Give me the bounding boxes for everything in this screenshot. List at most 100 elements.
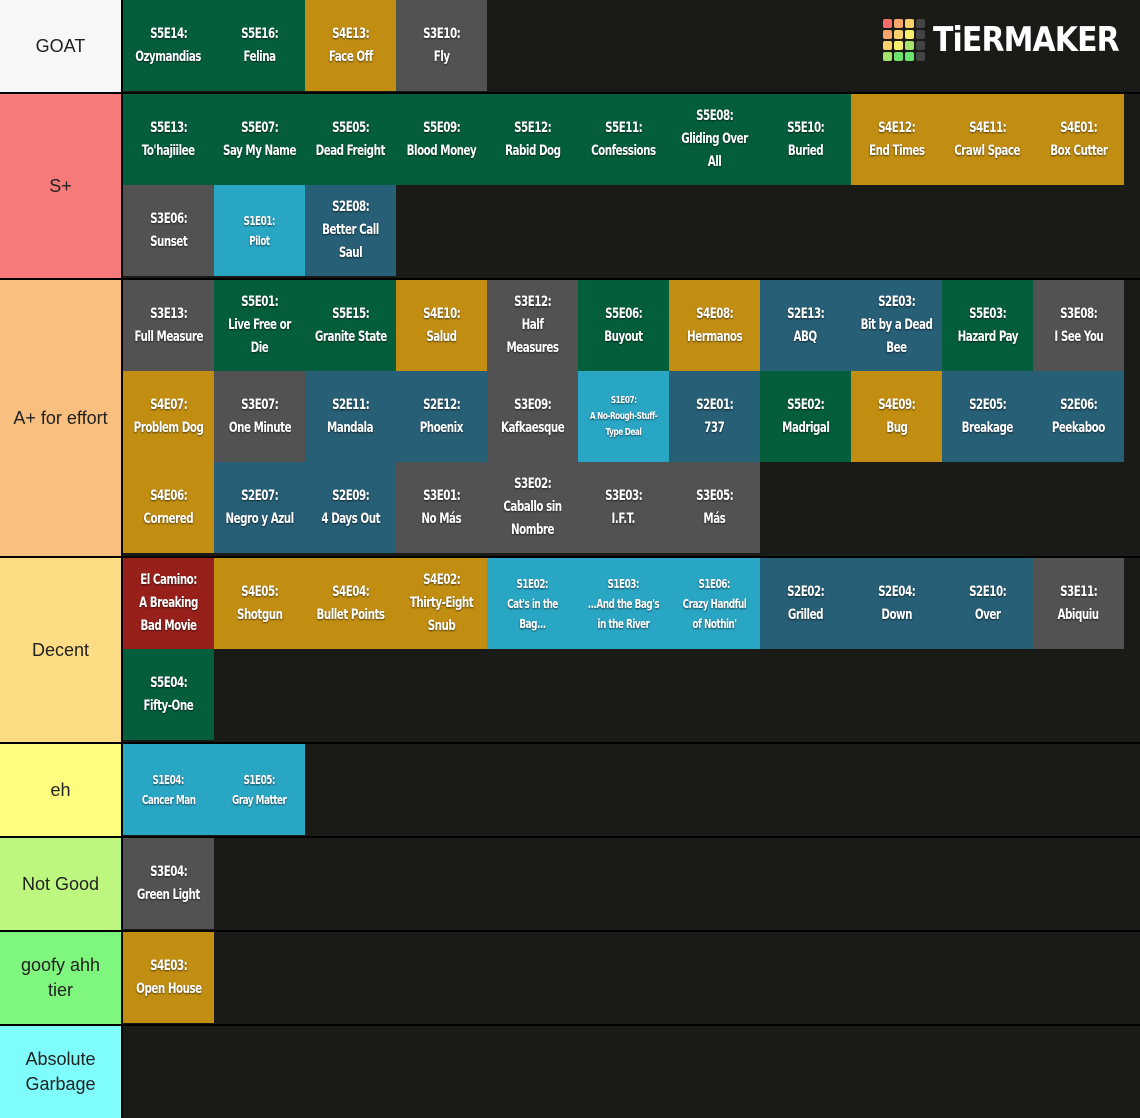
episode-tile[interactable]: S4E07: Problem Dog bbox=[123, 371, 214, 462]
episode-code: S5E12: bbox=[513, 119, 552, 136]
episode-tile[interactable]: S1E02: Cat's in the Bag... bbox=[487, 558, 578, 649]
episode-tile[interactable]: S4E09: Bug bbox=[851, 371, 942, 462]
episode-tile[interactable]: S2E12: Phoenix bbox=[396, 371, 487, 462]
episode-tile[interactable]: S2E11: Mandala bbox=[305, 371, 396, 462]
episode-tile[interactable]: S5E13: To'hajiilee bbox=[123, 94, 214, 185]
tier-items-dropzone[interactable]: S5E14: Ozymandias S5E16: Felina S4E13: Face O… bbox=[123, 0, 1140, 92]
episode-tile[interactable]: S2E05: Breakage bbox=[942, 371, 1033, 462]
episode-tile[interactable]: El Camino: A Breaking Bad Movie bbox=[123, 558, 214, 649]
episode-tile[interactable]: S1E07: A No-Rough-Stuff-Type Deal bbox=[578, 371, 669, 462]
episode-tile[interactable]: S5E15: Granite State bbox=[305, 280, 396, 371]
episode-tile[interactable]: S4E11: Crawl Space bbox=[942, 94, 1033, 185]
episode-tile[interactable]: S3E04: Green Light bbox=[123, 838, 214, 929]
tier-items-dropzone[interactable]: El Camino: A Breaking Bad Movie S4E05: Shot… bbox=[123, 558, 1140, 742]
episode-tile[interactable]: S2E13: ABQ bbox=[760, 280, 851, 371]
episode-tile[interactable]: S1E04: Cancer Man bbox=[123, 744, 214, 835]
episode-tile[interactable]: S4E01: Box Cutter bbox=[1033, 94, 1124, 185]
episode-tile[interactable]: S2E06: Peekaboo bbox=[1033, 371, 1124, 462]
tier-label[interactable]: Not Good bbox=[0, 838, 123, 930]
episode-tile[interactable]: S2E08: Better Call Saul bbox=[305, 185, 396, 276]
episode-tile[interactable]: S5E02: Madrigal bbox=[760, 371, 851, 462]
episode-tile[interactable]: S5E10: Buried bbox=[760, 94, 851, 185]
episode-tile[interactable]: S4E04: Bullet Points bbox=[305, 558, 396, 649]
tier-label[interactable]: eh bbox=[0, 744, 123, 836]
tier-label[interactable]: GOAT bbox=[0, 0, 123, 92]
episode-tile[interactable]: S4E13: Face Off bbox=[305, 0, 396, 91]
episode-tile[interactable]: S5E03: Hazard Pay bbox=[942, 280, 1033, 371]
episode-tile[interactable]: S3E02: Caballo sin Nombre bbox=[487, 462, 578, 553]
episode-tile[interactable]: S3E06: Sunset bbox=[123, 185, 214, 276]
episode-tile[interactable]: S4E02: Thirty-Eight Snub bbox=[396, 558, 487, 649]
episode-tile[interactable]: S3E05: Más bbox=[669, 462, 760, 553]
tier-label[interactable]: A+ for effort bbox=[0, 280, 123, 556]
episode-tile[interactable]: S4E08: Hermanos bbox=[669, 280, 760, 371]
episode-tile[interactable]: S5E06: Buyout bbox=[578, 280, 669, 371]
episode-code: S2E08: bbox=[331, 199, 370, 215]
episode-tile[interactable]: S3E11: Abiquiu bbox=[1033, 558, 1124, 649]
episode-tile[interactable]: S2E10: Over bbox=[942, 558, 1033, 649]
episode-tile[interactable]: S5E14: Ozymandias bbox=[123, 0, 214, 91]
episode-tile[interactable]: S2E02: Grilled bbox=[760, 558, 851, 649]
episode-title: Pilot bbox=[249, 233, 270, 248]
episode-tile[interactable]: S2E04: Down bbox=[851, 558, 942, 649]
tier-items-dropzone[interactable] bbox=[123, 1026, 1140, 1118]
episode-tile[interactable]: S5E01: Live Free or Die bbox=[214, 280, 305, 371]
episode-title: Confessions bbox=[591, 142, 656, 159]
episode-tile[interactable]: S3E13: Full Measure bbox=[123, 280, 214, 371]
episode-title: I See You bbox=[1054, 328, 1103, 345]
tier-items-dropzone[interactable]: S3E13: Full Measure S5E01: Live Free or Die… bbox=[123, 280, 1140, 556]
episode-tile[interactable]: S5E04: Fifty-One bbox=[123, 649, 214, 740]
episode-code: S1E02: bbox=[516, 576, 549, 591]
tier-row: goofy ahh tier S4E03: Open House bbox=[0, 930, 1140, 1024]
episode-tile[interactable]: S4E05: Shotgun bbox=[214, 558, 305, 649]
episode-tile[interactable]: S2E03: Bit by a Dead Bee bbox=[851, 280, 942, 371]
tier-label[interactable]: S+ bbox=[0, 94, 123, 278]
episode-tile[interactable]: S4E10: Salud bbox=[396, 280, 487, 371]
logo-grid-cell bbox=[916, 41, 925, 50]
episode-tile[interactable]: S5E08: Gliding Over All bbox=[669, 94, 760, 185]
episode-tile[interactable]: S3E01: No Más bbox=[396, 462, 487, 553]
episode-tile[interactable]: S5E12: Rabid Dog bbox=[487, 94, 578, 185]
logo-grid-cell bbox=[883, 52, 892, 61]
episode-tile[interactable]: S5E05: Dead Freight bbox=[305, 94, 396, 185]
tier-items-dropzone[interactable]: S4E03: Open House bbox=[123, 932, 1140, 1024]
episode-title: Felina bbox=[243, 48, 276, 65]
episode-tile[interactable]: S1E05: Gray Matter bbox=[214, 744, 305, 835]
episode-tile[interactable]: S1E01: Pilot bbox=[214, 185, 305, 276]
episode-tile[interactable]: S1E06: Crazy Handful of Nothin' bbox=[669, 558, 760, 649]
episode-tile[interactable]: S5E16: Felina bbox=[214, 0, 305, 91]
episode-code: S3E02: bbox=[513, 476, 552, 492]
episode-title: Shotgun bbox=[236, 606, 283, 623]
episode-tile[interactable]: S5E07: Say My Name bbox=[214, 94, 305, 185]
tier-label[interactable]: goofy ahh tier bbox=[0, 932, 123, 1024]
tier-label[interactable]: Decent bbox=[0, 558, 123, 742]
episode-title: Buried bbox=[787, 142, 824, 159]
episode-tile[interactable]: S2E07: Negro y Azul bbox=[214, 462, 305, 553]
episode-tile[interactable]: S3E08: I See You bbox=[1033, 280, 1124, 371]
episode-tile[interactable]: S4E03: Open House bbox=[123, 932, 214, 1023]
episode-tile[interactable]: S3E09: Kafkaesque bbox=[487, 371, 578, 462]
tier-items-dropzone[interactable]: S1E04: Cancer Man S1E05: Gray Matter bbox=[123, 744, 1140, 836]
episode-title: Phoenix bbox=[419, 419, 464, 436]
episode-tile[interactable]: S2E09: 4 Days Out bbox=[305, 462, 396, 553]
tier-items-dropzone[interactable]: S5E13: To'hajiilee S5E07: Say My Name S5E05:… bbox=[123, 94, 1140, 278]
episode-tile[interactable]: S4E06: Cornered bbox=[123, 462, 214, 553]
logo-grid-cell bbox=[905, 19, 914, 28]
episode-tile[interactable]: S4E12: End Times bbox=[851, 94, 942, 185]
tier-items-dropzone[interactable]: S3E04: Green Light bbox=[123, 838, 1140, 930]
logo-grid-cell bbox=[905, 41, 914, 50]
episode-tile[interactable]: S5E09: Blood Money bbox=[396, 94, 487, 185]
episode-tile[interactable]: S2E01: 737 bbox=[669, 371, 760, 462]
episode-tile[interactable]: S3E07: One Minute bbox=[214, 371, 305, 462]
tier-label[interactable]: Absolute Garbage bbox=[0, 1026, 123, 1118]
episode-code: S2E11: bbox=[331, 396, 370, 413]
episode-tile[interactable]: S3E03: I.F.T. bbox=[578, 462, 669, 553]
episode-tile[interactable]: S3E12: Half Measures bbox=[487, 280, 578, 371]
tiermaker-logo[interactable]: TiERMAKER bbox=[883, 19, 1140, 61]
episode-tile[interactable]: S1E03: ...And the Bag's in the River bbox=[578, 558, 669, 649]
episode-tile[interactable]: S5E11: Confessions bbox=[578, 94, 669, 185]
episode-code: S4E09: bbox=[877, 396, 916, 413]
episode-title: Live Free or Die bbox=[228, 317, 291, 356]
episode-tile[interactable]: S3E10: Fly bbox=[396, 0, 487, 91]
